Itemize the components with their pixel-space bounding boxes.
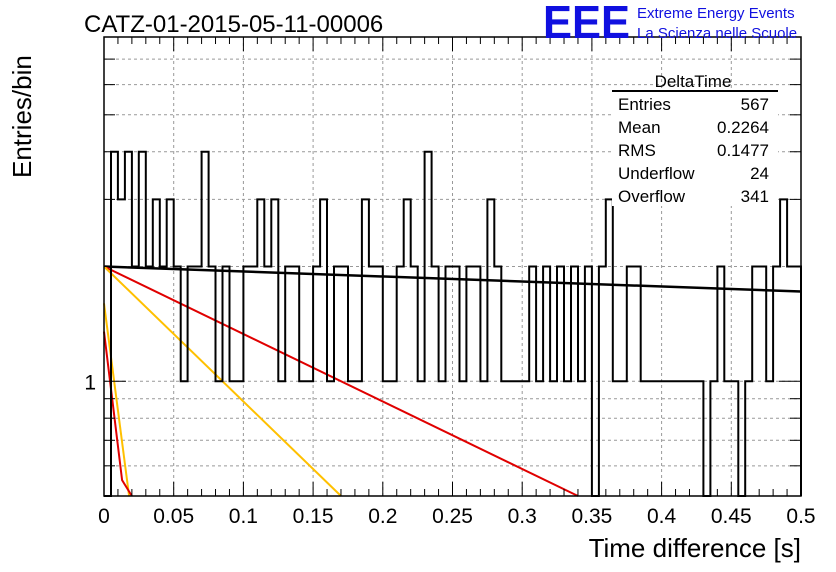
stats-rows: Entries 567 Mean 0.2264 RMS 0.1477 Underflow 24… xyxy=(618,95,769,206)
y-tick-labels: 1 xyxy=(84,371,96,394)
stats-row-label: Entries xyxy=(618,95,671,114)
x-tick-label: 0.4 xyxy=(647,505,677,528)
eee-logo-mark: EEE xyxy=(543,0,630,48)
histogram-bins xyxy=(104,150,802,497)
x-tick-label: 0.1 xyxy=(229,505,258,528)
x-tick-label: 0.3 xyxy=(508,505,537,528)
histogram-outline xyxy=(104,150,802,497)
fit-line xyxy=(103,265,802,293)
fit-line xyxy=(103,303,131,497)
x-tick-label: 0.05 xyxy=(153,505,194,528)
stats-row-label: Mean xyxy=(618,118,661,137)
stats-box-title: DeltaTime xyxy=(655,72,732,91)
y-tick-label: 1 xyxy=(84,371,96,394)
stats-row-label: Underflow xyxy=(618,164,695,183)
x-tick-label: 0.2 xyxy=(368,505,397,528)
x-tick-labels: 0 0.05 0.1 0.15 0.2 0.25 0.3 0.35 0.4 0.45 0.5 xyxy=(98,505,815,528)
stats-row-value: 0.2264 xyxy=(717,118,769,137)
x-tick-label: 0 xyxy=(98,505,110,528)
stats-box-background xyxy=(612,88,778,206)
x-tick-label: 0.25 xyxy=(432,505,473,528)
stats-row-value: 567 xyxy=(741,95,769,114)
y-axis-title: Entries/bin xyxy=(7,55,37,178)
stats-row-label: RMS xyxy=(618,141,656,160)
stats-row-value: 341 xyxy=(741,187,769,206)
stats-row-value: 24 xyxy=(750,164,769,183)
axis-ticks xyxy=(103,37,802,496)
eee-logo-line1: Extreme Energy Events xyxy=(637,5,795,22)
stats-row-value: 0.1477 xyxy=(717,141,769,160)
x-tick-label: 0.15 xyxy=(293,505,334,528)
eee-logo-line2: La Scienza nelle Scuole xyxy=(637,25,797,42)
x-axis-title: Time difference [s] xyxy=(589,533,801,563)
stats-row-label: Overflow xyxy=(618,187,686,206)
x-tick-label: 0.35 xyxy=(571,505,612,528)
chart-title: CATZ-01-2015-05-11-00006 xyxy=(84,11,383,38)
x-tick-label: 0.45 xyxy=(711,505,752,528)
x-tick-label: 0.5 xyxy=(786,505,815,528)
fit-line xyxy=(103,265,579,497)
stats-box: DeltaTime Entries 567 Mean 0.2264 RMS 0.1477 U… xyxy=(612,72,778,206)
eee-logo: EEE Extreme Energy Events La Scienza nel… xyxy=(543,0,797,48)
